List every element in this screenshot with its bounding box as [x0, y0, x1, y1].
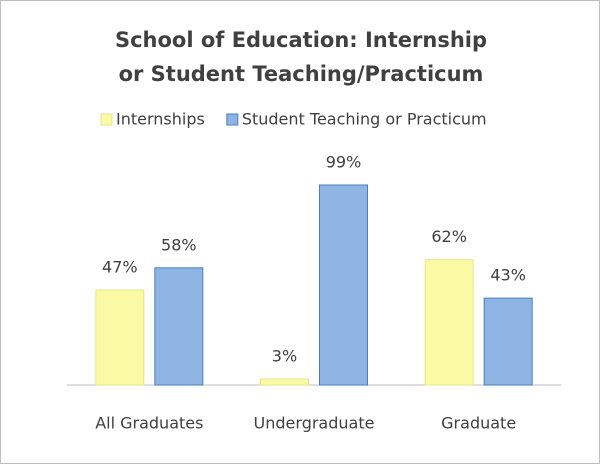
value-label: 99%	[326, 153, 362, 172]
value-label: 43%	[490, 266, 526, 285]
legend-swatch	[226, 113, 239, 126]
bar	[319, 184, 368, 386]
bar	[95, 289, 145, 386]
chart-title: School of Education: Internship or Stude…	[114, 28, 488, 86]
bar	[483, 297, 533, 386]
value-label: 47%	[102, 258, 138, 277]
legend-label: Student Teaching or Practicum	[242, 110, 487, 129]
x-tick-label: Undergraduate	[254, 414, 375, 433]
bar	[154, 267, 204, 386]
value-label: 58%	[161, 235, 197, 254]
legend-label: Internships	[116, 110, 205, 129]
value-label: 3%	[272, 346, 297, 365]
bar	[260, 378, 309, 386]
value-label: 62%	[431, 227, 467, 246]
x-tick-label: All Graduates	[95, 414, 203, 433]
x-tick-label: Graduate	[441, 414, 516, 433]
bar	[424, 259, 474, 386]
legend-swatch	[100, 113, 113, 126]
